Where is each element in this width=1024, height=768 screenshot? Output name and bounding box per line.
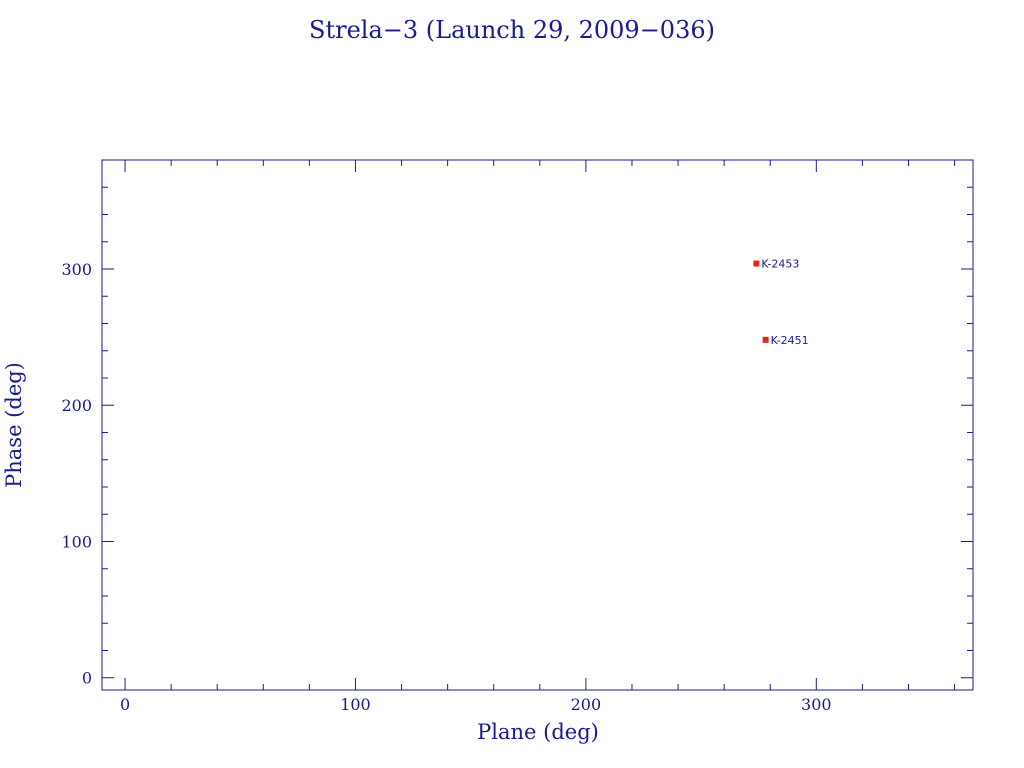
x-tick-label: 300 (801, 695, 832, 714)
axis-ticks (102, 159, 973, 690)
data-point-label: K-2453 (761, 258, 799, 271)
y-tick-label: 100 (61, 532, 92, 551)
chart-title: Strela−3 (Launch 29, 2009−036) (309, 16, 715, 44)
data-point (753, 260, 760, 267)
y-tick-label: 300 (61, 260, 92, 279)
x-tick-label: 0 (120, 695, 130, 714)
y-tick-label: 0 (82, 669, 92, 688)
y-axis-label: Phase (deg) (2, 362, 26, 488)
x-axis-label: Plane (deg) (477, 720, 599, 744)
plot-frame (101, 159, 974, 691)
y-tick-label: 200 (61, 396, 92, 415)
x-tick-label: 100 (340, 695, 371, 714)
data-point-label: K-2451 (771, 334, 809, 347)
data-points: K-2453 K-2451 (753, 258, 809, 347)
x-tick-label: 200 (571, 695, 602, 714)
axis-tick-labels: 0 100 200 300 0 100 200 300 (61, 260, 831, 714)
data-point (762, 336, 769, 343)
